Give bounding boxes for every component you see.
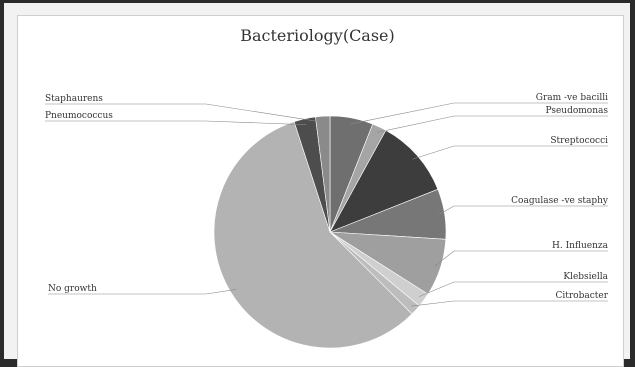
leader-line [45,120,307,125]
leader-line [350,102,608,125]
leader-line [411,300,608,307]
pie-slice [213,121,413,349]
slice-label: Streptococci [550,136,608,146]
chart-title: Bacteriology(Case) [240,26,395,45]
leader-line [376,115,608,133]
slice-label: H. Influenza [552,241,609,251]
slice-label: Citrobacter [555,291,608,301]
leader-line [48,289,237,295]
leader-line [438,205,608,216]
pie-slice [315,115,331,233]
pie-slice [329,129,439,233]
slice-label: Pneumococcus [45,111,113,121]
slice-label: Coagulase -ve staphy [511,196,609,206]
slice-label: Pseudomonas [546,106,609,116]
slice-label: Klebsiella [563,272,608,282]
leader-line [418,281,608,297]
slice-label: No growth [48,284,97,294]
leader-line [412,145,608,160]
slice-label: Staphaurens [45,94,103,104]
leader-line [434,250,608,267]
slice-label: Gram -ve bacilli [536,93,608,103]
leader-line [45,103,324,123]
